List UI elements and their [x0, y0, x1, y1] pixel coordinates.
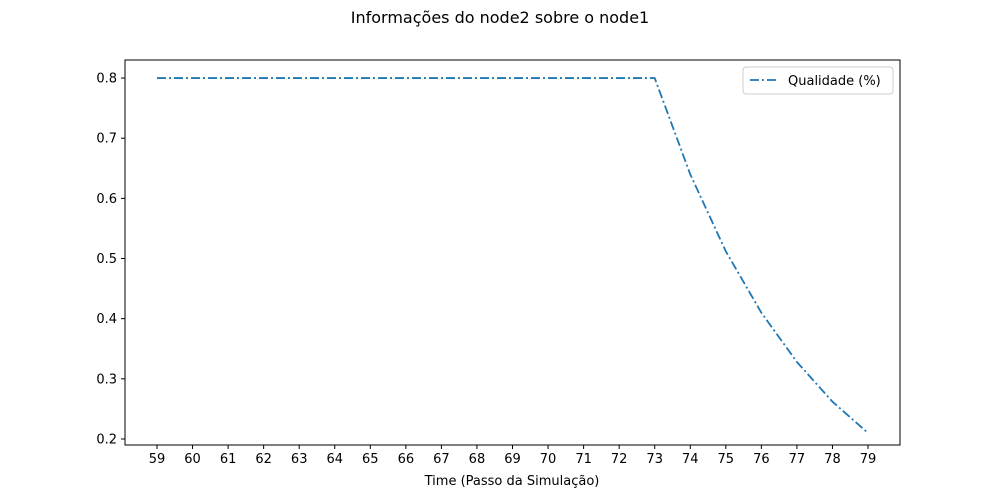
y-tick-label: 0.3: [96, 372, 117, 387]
x-tick-label: 61: [220, 452, 237, 467]
y-tick-label: 0.2: [96, 432, 117, 447]
x-tick-label: 60: [184, 452, 201, 467]
y-tick-label: 0.6: [96, 192, 117, 207]
chart-title: Informações do node2 sobre o node1: [351, 8, 649, 27]
legend-box: [742, 66, 894, 95]
x-tick-label: 68: [469, 452, 486, 467]
y-axis: 0.2 0.3 0.4 0.5 0.6 0.7 0.8: [96, 72, 125, 447]
x-tick-label: 67: [433, 452, 450, 467]
x-tick-label: 64: [326, 452, 343, 467]
x-tick-label: 71: [575, 452, 592, 467]
x-axis: 59 60 61 62 63 64 65 66 67 68 69 70 71 72 73 74 75 76 77 78…: [149, 445, 877, 467]
x-tick-label: 79: [860, 452, 877, 467]
x-tick-label: 76: [753, 452, 770, 467]
x-tick-label: 65: [362, 452, 379, 467]
y-tick-label: 0.4: [96, 312, 117, 327]
x-tick-label: 74: [682, 452, 699, 467]
x-tick-label: 59: [149, 452, 166, 467]
x-tick-label: 66: [398, 452, 415, 467]
x-tick-label: 70: [540, 452, 557, 467]
series-layer: [157, 77, 869, 434]
legend: Qualidade (%): [742, 66, 894, 95]
y-tick-label: 0.8: [96, 72, 117, 87]
y-tick-label: 0.7: [96, 132, 117, 147]
plot-area: [124, 59, 901, 446]
x-tick-label: 63: [291, 452, 308, 467]
series-line: [157, 77, 869, 434]
x-tick-label: 69: [504, 452, 521, 467]
y-tick-label: 0.5: [96, 252, 117, 267]
x-axis-label: Time (Passo da Simulação): [424, 474, 600, 489]
legend-label: Qualidade (%): [788, 74, 881, 89]
x-tick-label: 72: [611, 452, 628, 467]
x-tick-label: 62: [255, 452, 272, 467]
x-tick-label: 78: [824, 452, 841, 467]
x-tick-label: 73: [646, 452, 663, 467]
x-tick-label: 77: [789, 452, 806, 467]
x-tick-label: 75: [718, 452, 735, 467]
